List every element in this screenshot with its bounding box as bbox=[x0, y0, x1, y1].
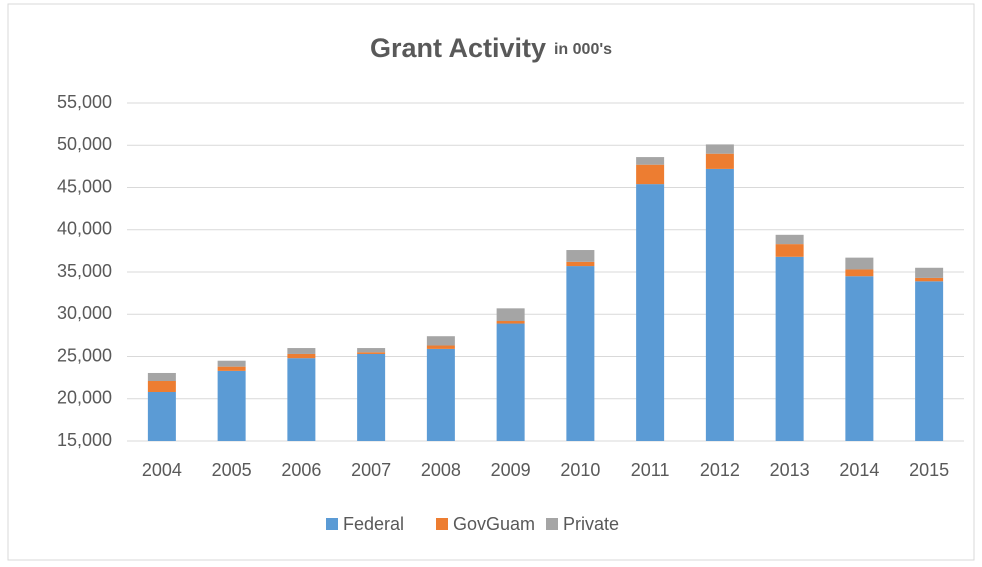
bar-segment bbox=[705, 168, 734, 441]
y-tick-label: 30,000 bbox=[57, 303, 112, 323]
bar-segment bbox=[147, 391, 176, 441]
bar-segment bbox=[147, 372, 176, 382]
x-tick-label: 2008 bbox=[421, 460, 461, 480]
y-tick-label: 45,000 bbox=[57, 176, 112, 196]
bar-segment bbox=[357, 352, 386, 354]
y-tick-label: 20,000 bbox=[57, 388, 112, 408]
bar-segment bbox=[496, 321, 525, 324]
x-tick-label: 2012 bbox=[700, 460, 740, 480]
bar-segment bbox=[775, 256, 804, 441]
y-tick-label: 40,000 bbox=[57, 219, 112, 239]
title-main: Grant Activity bbox=[370, 33, 546, 63]
bar-segment bbox=[915, 281, 944, 441]
x-tick-label: 2013 bbox=[770, 460, 810, 480]
legend-swatch bbox=[326, 518, 338, 530]
x-tick-label: 2011 bbox=[631, 460, 670, 480]
bar-segment bbox=[426, 336, 455, 346]
x-tick-label: 2004 bbox=[142, 460, 182, 480]
bar-segment bbox=[566, 250, 595, 262]
y-tick-label: 50,000 bbox=[57, 134, 112, 154]
bar-segment bbox=[426, 348, 455, 441]
bar-segment bbox=[147, 381, 176, 392]
bar-segment bbox=[217, 366, 246, 371]
bar-segment bbox=[845, 276, 874, 441]
bar-segment bbox=[915, 277, 944, 282]
bar-segment bbox=[287, 358, 316, 441]
bar-segment bbox=[357, 348, 386, 353]
bar-segment bbox=[357, 353, 386, 441]
x-tick-label: 2010 bbox=[560, 460, 600, 480]
bar-segment bbox=[775, 244, 804, 257]
bar-segment bbox=[775, 234, 804, 245]
bar-segment bbox=[287, 348, 316, 354]
bar-segment bbox=[845, 257, 874, 270]
bar-segment bbox=[566, 266, 595, 441]
legend-label: Federal bbox=[343, 514, 404, 534]
y-tick-label: 55,000 bbox=[57, 92, 112, 112]
x-tick-label: 2014 bbox=[839, 460, 879, 480]
bar-segment bbox=[705, 144, 734, 154]
bar-segment bbox=[287, 353, 316, 359]
bar-segment bbox=[705, 153, 734, 169]
chart-title: Grant Activity in 000's bbox=[370, 33, 612, 63]
y-tick-label: 25,000 bbox=[57, 345, 112, 365]
x-tick-label: 2005 bbox=[212, 460, 252, 480]
bar-segment bbox=[845, 269, 874, 277]
bar-segment bbox=[426, 345, 455, 349]
x-tick-label: 2015 bbox=[909, 460, 949, 480]
bar-segment bbox=[496, 308, 525, 322]
x-tick-label: 2007 bbox=[351, 460, 391, 480]
bar-segment bbox=[636, 164, 665, 185]
legend-swatch bbox=[436, 518, 448, 530]
title-sub: in 000's bbox=[554, 41, 612, 58]
bar-segment bbox=[636, 184, 665, 441]
y-tick-label: 15,000 bbox=[57, 430, 112, 450]
bar-segment bbox=[496, 323, 525, 441]
bar-segment bbox=[915, 267, 944, 278]
y-tick-label: 35,000 bbox=[57, 261, 112, 281]
bar-segment bbox=[636, 157, 665, 165]
bar-segment bbox=[566, 261, 595, 267]
bar-segment bbox=[217, 360, 246, 367]
x-tick-label: 2009 bbox=[491, 460, 531, 480]
chart-border bbox=[7, 3, 975, 561]
x-tick-label: 2006 bbox=[281, 460, 321, 480]
legend-swatch bbox=[546, 518, 558, 530]
bar-segment bbox=[217, 370, 246, 441]
legend-label: Private bbox=[563, 514, 619, 534]
legend-label: GovGuam bbox=[453, 514, 535, 534]
